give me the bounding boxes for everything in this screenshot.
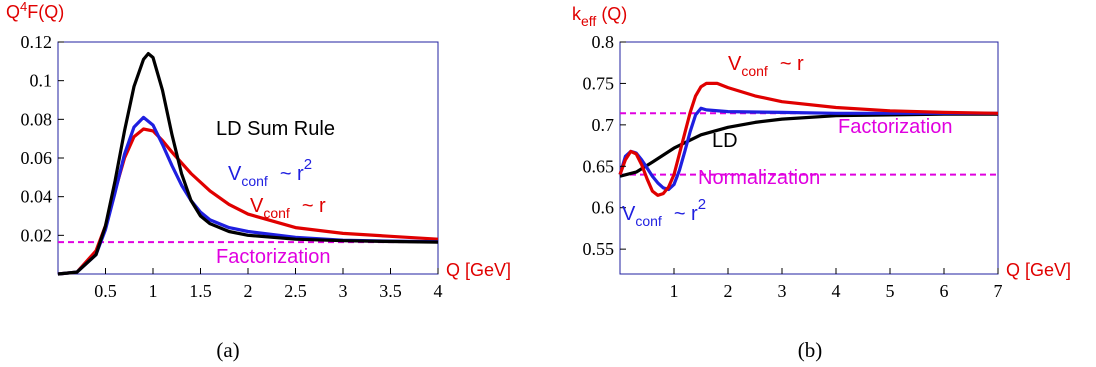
panel-b-vconf-r-label: Vconf ~ r [728, 53, 804, 79]
panel-a-ylabel: Q4F(Q) [6, 0, 64, 22]
panel-a-factorization-label: Factorization [216, 246, 331, 268]
panel-b-series-2 [618, 81, 999, 197]
panel-b-xtick-label-1: 2 [724, 281, 733, 301]
panel-b-ylabel: keff (Q) [572, 4, 627, 29]
panel-a-ytick-label-3: 0.08 [21, 109, 53, 129]
panel-a-xtick-label-0: 0.5 [94, 281, 117, 301]
panel-a-xtick-label-5: 3 [339, 281, 348, 301]
panel-a-ytick-label-1: 0.04 [21, 187, 53, 207]
panel-a-vconf-r2-label: Vconf ~ r2 [228, 156, 312, 189]
panel-b-ytick-label-1: 0.6 [592, 198, 615, 218]
panel-a-series-0 [57, 52, 439, 276]
panel-b-ytick-label-4: 0.75 [583, 73, 615, 93]
panel-b-ytick-label-3: 0.7 [592, 115, 615, 135]
panel-b-frame [619, 41, 999, 275]
panel-a-ytick-label-0: 0.02 [21, 225, 53, 245]
panel-a-frame [57, 41, 439, 275]
panel-a-xtick-label-6: 3.5 [379, 281, 402, 301]
panel-a-xtick-label-3: 2 [244, 281, 253, 301]
panel-a-ytick-label-2: 0.06 [21, 148, 53, 168]
panel-a-caption: (a) [216, 338, 239, 362]
panel-a-xtick-label-1: 1 [149, 281, 158, 301]
panel-b-xtick-label-3: 4 [832, 281, 841, 301]
panel-a-xlabel: Q [GeV] [446, 260, 511, 280]
panel-a-vconf-r-label: Vconf ~ r [250, 195, 326, 221]
panel-a-ytick-label-4: 0.1 [30, 71, 53, 91]
panel-b-xtick-label-6: 7 [994, 281, 1003, 301]
panel-b-factorization-label: Factorization [838, 116, 953, 138]
panel-b-caption: (b) [798, 338, 823, 362]
panel-b-ticks: 0.55 0.6 0.65 0.7 0.75 0.8 1 2 3 4 5 6 7 [583, 32, 1003, 301]
panel-a-xtick-label-2: 1.5 [189, 281, 212, 301]
panel-b-xtick-label-4: 5 [886, 281, 895, 301]
panel-b-normalization-label: Normalization [698, 167, 820, 189]
panel-b-ytick-label-0: 0.55 [583, 239, 615, 259]
panel-b-xtick-label-0: 1 [670, 281, 679, 301]
panel-b: 0.55 0.6 0.65 0.7 0.75 0.8 1 2 3 4 5 6 7 keff (Q) Q … [572, 4, 1071, 362]
panel-a-curves [57, 52, 439, 276]
panel-a: 0.020.040.060.080.10.120.5 1 1.5 2 2.5 3 3.5 4 … [6, 0, 511, 362]
panel-b-xtick-label-2: 3 [778, 281, 787, 301]
panel-b-xlabel: Q [GeV] [1006, 260, 1071, 280]
panel-a-xtick-label-4: 2.5 [284, 281, 307, 301]
panel-a-ticks: 0.02 0.04 0.06 0.08 0.1 0.12 0.5 1 1.5 2 2.5 3 3.5 4 [21, 32, 443, 301]
panel-a-xtick-label-7: 4 [434, 281, 443, 301]
panel-b-curves [618, 81, 999, 197]
panel-b-ytick-label-2: 0.65 [583, 156, 615, 176]
panel-a-ld-label: LD Sum Rule [216, 118, 335, 140]
panel-b-vconf-r2-label: Vconf ~ r2 [622, 196, 706, 229]
panel-b-ytick-label-5: 0.8 [592, 32, 615, 52]
panel-b-xtick-label-5: 6 [940, 281, 949, 301]
panel-a-ytick-label-5: 0.12 [21, 32, 53, 52]
panel-b-ld-label: LD [712, 130, 738, 152]
